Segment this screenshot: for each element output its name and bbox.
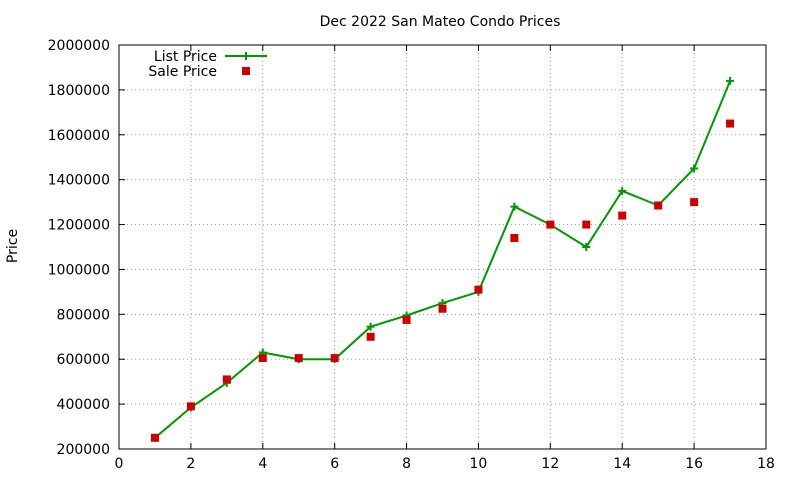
y-tick-label: 1600000	[48, 128, 110, 144]
sale-price-point	[438, 304, 447, 313]
sale-price-point	[258, 354, 267, 363]
sale-price-point	[546, 220, 555, 229]
legend-label: Sale Price	[148, 64, 217, 80]
chart-title: Dec 2022 San Mateo Condo Prices	[320, 14, 561, 30]
x-tick-label: 6	[330, 456, 339, 472]
x-tick-label: 14	[613, 456, 631, 472]
sale-price-point	[474, 285, 483, 294]
sale-price-point	[582, 220, 591, 229]
x-tick-label: 0	[115, 456, 124, 472]
sale-price-point	[294, 354, 303, 363]
sale-price-point	[726, 119, 735, 128]
x-tick-label: 16	[685, 456, 703, 472]
sale-price-point	[222, 375, 231, 384]
y-tick-label: 800000	[57, 307, 110, 323]
legend-label: List Price	[154, 49, 217, 65]
list-price-point	[582, 243, 591, 251]
x-tick-label: 2	[186, 456, 195, 472]
sale-price-point	[402, 315, 411, 324]
y-tick-label: 200000	[57, 442, 110, 458]
x-tick-label: 18	[757, 456, 775, 472]
x-tick-label: 12	[541, 456, 559, 472]
sale-price-point	[654, 201, 663, 210]
list-price-point	[366, 322, 375, 331]
y-tick-label: 600000	[57, 352, 110, 368]
list-price-point	[690, 164, 699, 173]
sale-price-point	[690, 198, 699, 207]
sale-price-point	[150, 433, 159, 442]
x-tick-label: 8	[402, 456, 411, 472]
legend-marker-list-price	[242, 52, 250, 60]
sale-price-point	[510, 234, 519, 243]
list-price-point	[618, 186, 627, 195]
legend-marker-sale-price	[242, 67, 250, 75]
sale-price-point	[186, 402, 195, 411]
y-axis-title: Price	[5, 229, 21, 263]
y-tick-label: 2000000	[48, 38, 110, 54]
sale-price-point	[618, 211, 627, 220]
list-price-point	[510, 202, 519, 211]
axis-ticks: 200000 400000 600000 800000 1000000 1200000 14…	[48, 38, 775, 472]
y-tick-label: 1200000	[48, 218, 110, 234]
y-tick-label: 1000000	[48, 262, 110, 278]
x-tick-label: 4	[258, 456, 267, 472]
list-price-point	[726, 76, 735, 85]
grid	[119, 45, 766, 449]
y-tick-label: 1400000	[48, 173, 110, 189]
y-tick-label: 400000	[57, 397, 110, 413]
x-tick-label: 10	[470, 456, 488, 472]
sale-price-point	[330, 354, 339, 363]
y-tick-label: 1800000	[48, 83, 110, 99]
plot-frame	[118, 44, 767, 450]
series	[150, 76, 735, 442]
sale-price-point	[366, 332, 375, 341]
